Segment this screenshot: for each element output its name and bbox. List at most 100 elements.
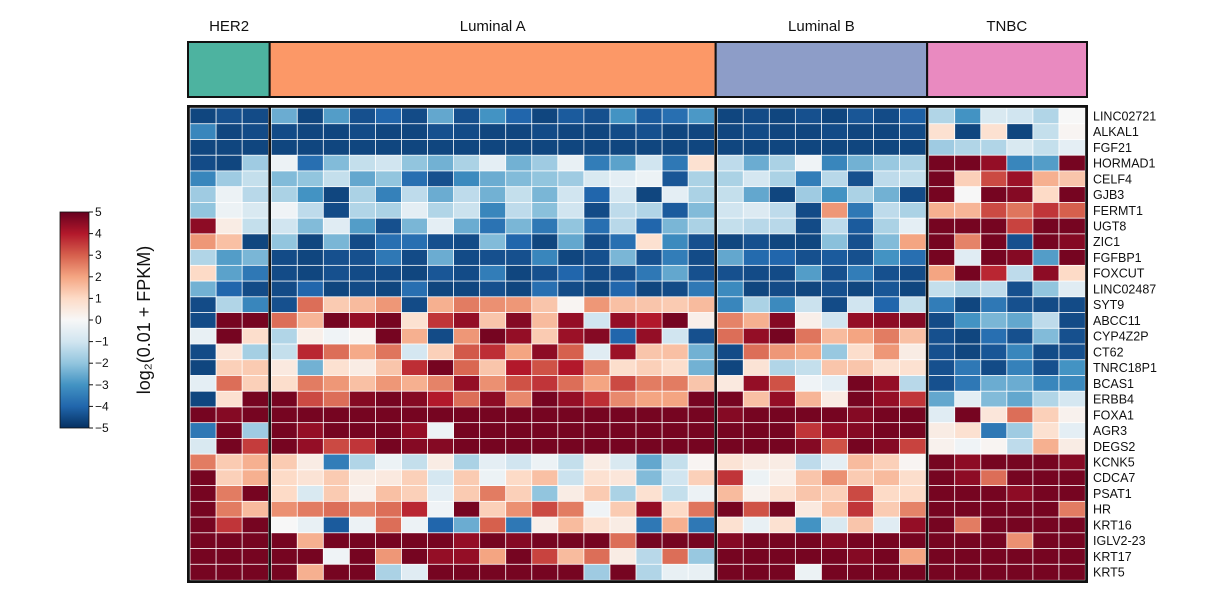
heatmap-cell [453, 249, 481, 267]
heatmap-cell [954, 327, 982, 345]
heatmap-cell [375, 107, 403, 125]
heatmap-cell [742, 249, 770, 267]
heatmap-cell [531, 406, 559, 424]
heatmap-cell [742, 453, 770, 471]
heatmap-cell [401, 264, 429, 282]
heatmap-cell [557, 343, 585, 361]
heatmap-cell [661, 437, 689, 455]
heatmap-cell [322, 469, 351, 487]
heatmap-cell [241, 453, 269, 471]
heatmap-cell [453, 516, 481, 534]
heatmap-cell [821, 390, 849, 408]
heatmap-cell [687, 201, 715, 219]
heatmap-cell [661, 296, 689, 314]
heatmap-cell [270, 327, 298, 345]
heatmap-cell [899, 312, 927, 329]
heatmap-cell [980, 453, 1008, 471]
heatmap-cell [427, 485, 455, 503]
group-bar-her2 [187, 41, 271, 98]
heatmap-cell [296, 139, 324, 156]
colorbar-tick-label: −3 [95, 378, 109, 392]
heatmap-cell [1058, 280, 1086, 298]
heatmap-cell [557, 532, 585, 550]
heatmap-cell [531, 139, 559, 156]
heatmap-cell [296, 500, 324, 518]
heatmap-cell [215, 563, 243, 581]
heatmap-cell [241, 500, 269, 518]
heatmap-cell [1058, 170, 1086, 188]
heatmap-cell [661, 327, 689, 345]
heatmap-cell [980, 264, 1008, 282]
heatmap-cell [427, 186, 455, 204]
heatmap-cell [899, 548, 927, 565]
heatmap-cell [742, 154, 770, 172]
heatmap-cell [873, 201, 901, 219]
heatmap-cell [742, 280, 770, 298]
heatmap-cell [557, 139, 585, 156]
heatmap-cell [873, 485, 901, 503]
heatmap-cell [557, 500, 585, 518]
heatmap-cell [687, 123, 715, 141]
heatmap-cell [980, 296, 1008, 314]
heatmap-cell [768, 233, 797, 251]
heatmap-cell [479, 107, 507, 125]
heatmap-cell [794, 437, 823, 455]
heatmap-cell [270, 280, 298, 298]
heatmap-cell [1032, 233, 1060, 251]
heatmap-cell [821, 375, 849, 392]
heatmap-cell [768, 469, 797, 487]
heatmap-cell [954, 343, 982, 361]
heatmap-cell [847, 375, 875, 392]
heatmap-cell [453, 343, 481, 361]
heatmap-cell [557, 548, 585, 565]
heatmap-cell [189, 516, 217, 534]
heatmap-cell [1006, 469, 1034, 487]
heatmap-cell [1032, 123, 1060, 141]
heatmap-cell [980, 516, 1008, 534]
gene-label: CDCA7 [1093, 471, 1135, 485]
heatmap-cell [716, 343, 744, 361]
heatmap-cell [768, 516, 797, 534]
heatmap-cell [322, 154, 351, 172]
heatmap-cell [899, 201, 927, 219]
heatmap-cell [348, 359, 377, 377]
heatmap-cell [189, 485, 217, 503]
heatmap-cell [873, 563, 901, 581]
heatmap-cell [661, 217, 689, 235]
heatmap-cell [557, 123, 585, 141]
heatmap-cell [609, 485, 637, 503]
heatmap-cell [716, 217, 744, 235]
heatmap-cell [794, 422, 823, 440]
heatmap-cell [1032, 312, 1060, 329]
heatmap-cell [427, 264, 455, 282]
heatmap-cell [1058, 422, 1086, 440]
heatmap-cell [583, 375, 611, 392]
heatmap-cell [1032, 359, 1060, 377]
heatmap-cell [1058, 217, 1086, 235]
heatmap-cell [954, 437, 982, 455]
heatmap-cell [583, 343, 611, 361]
heatmap-cell [821, 532, 849, 550]
heatmap-cell [687, 327, 715, 345]
heatmap-cell [215, 532, 243, 550]
heatmap-cell [557, 201, 585, 219]
heatmap-cell [375, 406, 403, 424]
heatmap-cell [687, 139, 715, 156]
heatmap-cell [794, 139, 823, 156]
heatmap-cell [531, 563, 559, 581]
heatmap-cell [635, 249, 663, 267]
heatmap-cell [401, 312, 429, 329]
heatmap-cell [401, 217, 429, 235]
heatmap-cell [348, 154, 377, 172]
heatmap-cell [768, 312, 797, 329]
heatmap-cell [661, 249, 689, 267]
heatmap-cell [453, 186, 481, 204]
heatmap-cell [453, 264, 481, 282]
heatmap-cell [453, 390, 481, 408]
heatmap-cell [479, 485, 507, 503]
heatmap-cell [742, 548, 770, 565]
heatmap-cell [557, 390, 585, 408]
colorbar-tick-label: −2 [95, 356, 109, 370]
heatmap-cell [241, 296, 269, 314]
heatmap-cell [1006, 280, 1034, 298]
